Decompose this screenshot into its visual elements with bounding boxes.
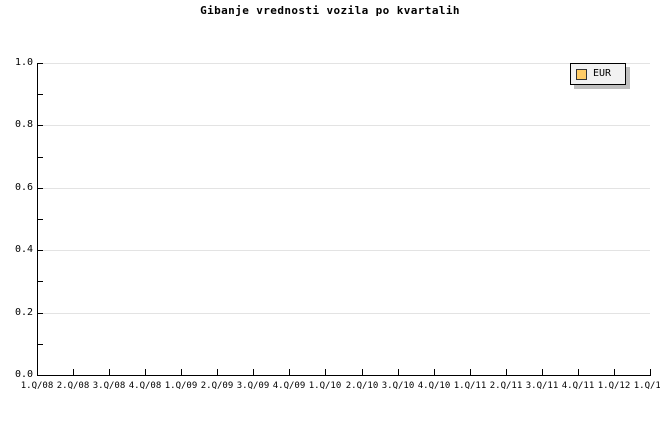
y-axis-tick: [38, 250, 43, 252]
y-axis-label-wrap: 0.8: [0, 120, 33, 130]
x-axis-line: [37, 375, 651, 376]
y-axis-minor-tick: [38, 343, 43, 345]
y-axis-label: 0.6: [14, 181, 33, 193]
x-axis-tick: [578, 369, 579, 375]
x-axis-label: 1.Q/11: [453, 381, 487, 391]
legend-label-eur: EUR: [593, 68, 612, 79]
x-axis-label: 3.Q/08: [92, 381, 126, 391]
x-axis-label: 1.Q/08: [20, 381, 54, 391]
plot-area: [37, 63, 650, 375]
x-axis-tick: [253, 369, 254, 375]
series-layer-eur: [37, 63, 650, 375]
y-axis-label-wrap: 1.0: [0, 58, 33, 68]
y-axis-label: 0.0: [14, 369, 33, 380]
gridline: [37, 312, 650, 314]
x-axis-label: 4.Q/11: [561, 381, 595, 391]
y-axis-minor-tick: [38, 281, 43, 283]
y-axis-line: [37, 63, 38, 376]
gridline: [37, 250, 650, 252]
y-axis-tick: [38, 375, 43, 376]
y-axis-tick: [38, 312, 43, 314]
x-axis-tick: [506, 369, 507, 375]
y-axis-label: 1.0: [14, 57, 33, 68]
gridline: [37, 63, 650, 64]
x-axis-tick: [470, 369, 471, 375]
x-axis-label: 3.Q/10: [381, 381, 415, 391]
x-axis-tick: [362, 369, 363, 375]
y-axis-tick: [38, 187, 43, 189]
y-axis-label-wrap: 0.4: [0, 245, 33, 255]
x-axis-label: 2.Q/08: [56, 381, 90, 391]
y-axis-label: 0.4: [14, 244, 33, 256]
x-axis-label: 2.Q/10: [345, 381, 379, 391]
y-axis-minor-tick: [38, 219, 43, 220]
x-axis-label: 4.Q/10: [417, 381, 451, 391]
x-axis-tick: [398, 369, 399, 375]
y-axis-label: 0.8: [14, 119, 33, 131]
x-axis-tick: [542, 369, 543, 375]
x-axis-tick: [289, 369, 290, 375]
x-axis-label: 2.Q/11: [489, 381, 523, 391]
x-axis-label: 1.Q/12: [633, 381, 660, 391]
x-axis-tick: [614, 369, 615, 375]
x-axis-tick: [145, 369, 146, 375]
x-axis-tick: [434, 369, 435, 375]
y-axis-label-wrap: 0.0: [0, 370, 33, 380]
x-axis-tick: [650, 369, 651, 375]
x-axis-label: 3.Q/11: [525, 381, 559, 391]
x-axis-label: 1.Q/10: [308, 381, 342, 391]
legend-swatch-eur: [576, 68, 587, 80]
x-axis-label: 4.Q/09: [272, 381, 306, 391]
x-axis-tick: [181, 369, 182, 375]
y-axis-label-wrap: 0.6: [0, 181, 33, 193]
y-axis-label: 0.2: [14, 306, 33, 318]
x-axis-tick: [109, 369, 110, 375]
chart-title: Gibanje vrednosti vozila po kvartalih: [200, 4, 460, 17]
legend-box[interactable]: EUR: [570, 63, 626, 85]
y-axis-tick: [38, 125, 43, 127]
gridline: [37, 187, 650, 189]
x-axis-tick: [73, 369, 74, 375]
x-axis-tick: [325, 369, 326, 375]
y-axis-tick: [38, 63, 43, 64]
x-axis-tick: [217, 369, 218, 375]
gridline: [37, 125, 650, 127]
x-axis-label: 1.Q/09: [164, 381, 198, 391]
y-axis-label-wrap: 0.2: [0, 306, 33, 318]
x-axis-tick: [37, 369, 38, 375]
x-axis-label: 2.Q/09: [200, 381, 234, 391]
x-axis-label: 1.Q/12: [597, 381, 631, 391]
x-axis-label: 3.Q/09: [236, 381, 270, 391]
y-axis-minor-tick: [38, 156, 43, 158]
x-axis-label: 4.Q/08: [128, 381, 162, 391]
y-axis-minor-tick: [38, 94, 43, 96]
